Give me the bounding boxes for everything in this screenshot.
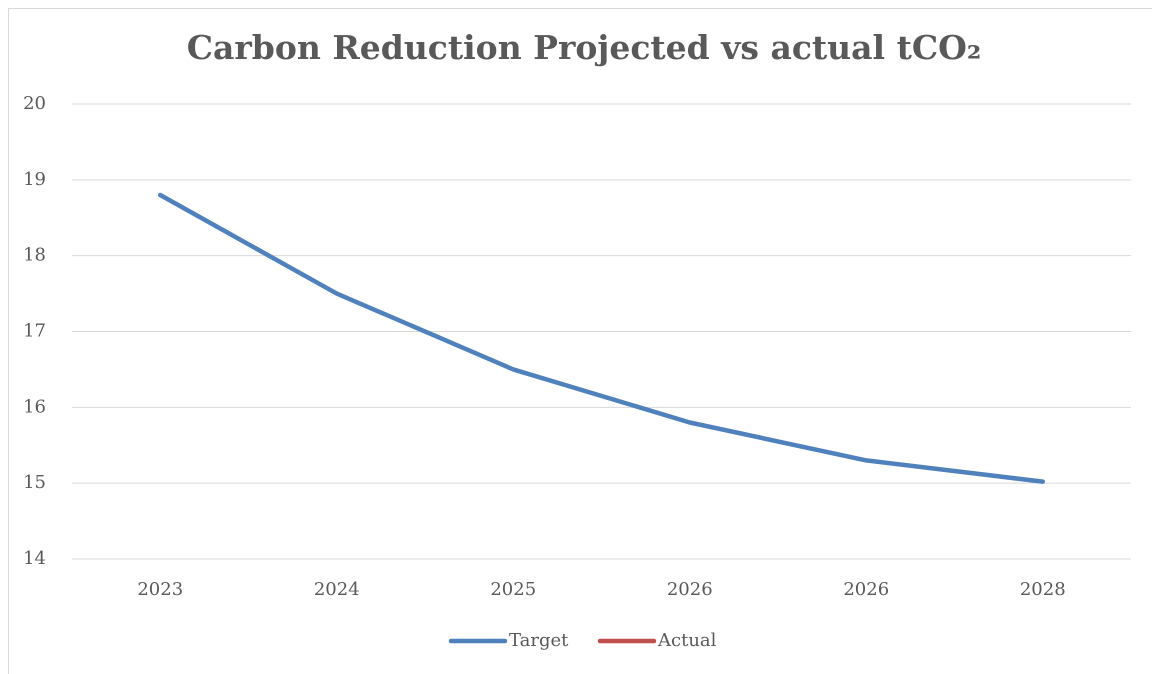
- legend-label: Actual: [657, 630, 717, 651]
- y-tick-label: 20: [23, 93, 46, 114]
- legend-label: Target: [509, 630, 569, 651]
- x-tick-label: 2023: [137, 579, 183, 600]
- chart-border: [8, 8, 1152, 674]
- series-line: [158, 192, 1045, 484]
- x-tick-label: 2026: [667, 579, 713, 600]
- x-tick-label: 2024: [314, 579, 360, 600]
- y-tick-label: 19: [23, 169, 46, 190]
- y-tick-label: 14: [23, 548, 46, 569]
- x-tick-label: 2026: [843, 579, 889, 600]
- y-tick-label: 16: [23, 396, 46, 417]
- y-tick-label: 18: [23, 245, 46, 266]
- y-tick-label: 17: [23, 321, 46, 342]
- x-tick-label: 2028: [1020, 579, 1066, 600]
- y-tick-label: 15: [23, 472, 46, 493]
- x-tick-label: 2025: [490, 579, 536, 600]
- chart-title: Carbon Reduction Projected vs actual tCO…: [187, 28, 982, 67]
